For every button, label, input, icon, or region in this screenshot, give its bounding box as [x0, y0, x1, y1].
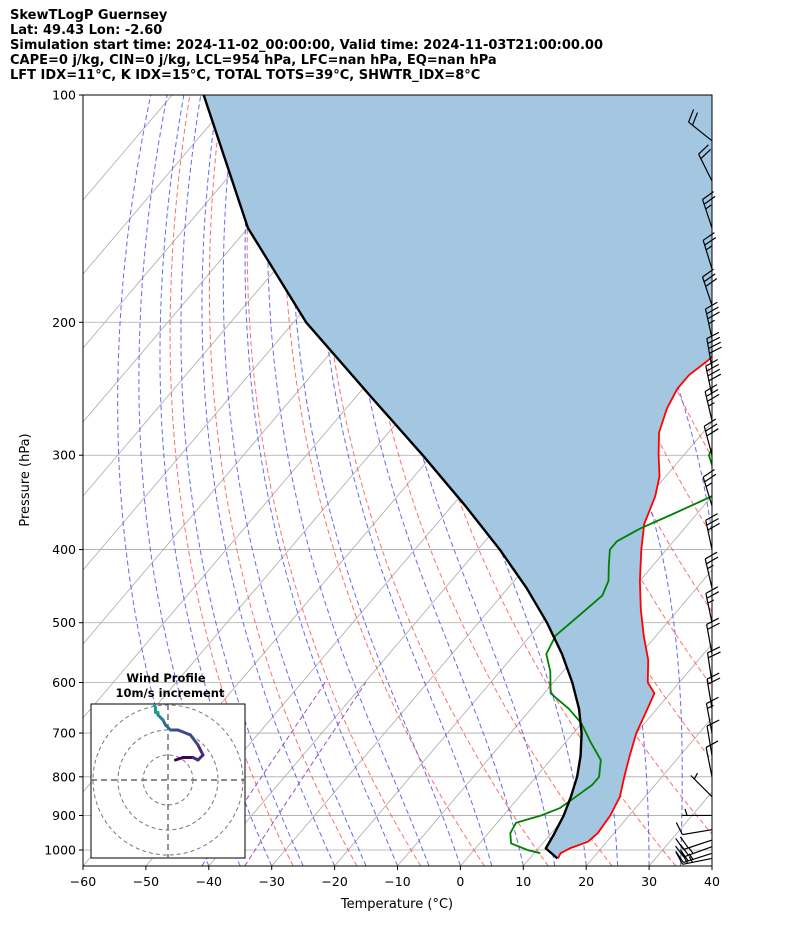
x-tick-label: 10 — [515, 874, 531, 889]
isotherm-line — [83, 95, 236, 275]
hodograph-trace — [196, 743, 205, 757]
mixing-ratio-line — [244, 682, 367, 866]
wind-barb — [705, 740, 719, 777]
axes: −60 −50 −40 −30 −20 −10 0 10 20 30 40 100 200 300 400 5… — [44, 88, 720, 890]
y-tick-label: 600 — [52, 675, 76, 690]
isotherm-line — [711, 865, 712, 866]
x-tick-label: −20 — [321, 874, 347, 889]
wind-barb — [705, 586, 720, 623]
wind-barb — [706, 617, 720, 655]
x-tick-label: 0 — [456, 874, 464, 889]
plot-area — [83, 95, 794, 866]
hodograph-trace — [131, 630, 136, 640]
dry-adiabat — [246, 95, 422, 866]
isotherm-line — [585, 717, 712, 866]
isotherm-line — [334, 421, 712, 866]
wind-barb — [690, 772, 713, 798]
wind-barb — [702, 468, 717, 506]
location-line: Lat: 49.43 Lon: -2.60 — [10, 23, 163, 38]
y-tick-label: 500 — [52, 615, 76, 630]
wind-barb — [701, 191, 716, 229]
x-tick-label: −30 — [259, 874, 285, 889]
x-tick-label: −10 — [384, 874, 410, 889]
wind-barb — [682, 808, 712, 817]
y-tick-label: 300 — [52, 448, 76, 463]
wind-barb — [704, 551, 719, 589]
x-tick-label: 30 — [641, 874, 657, 889]
wind-barb — [706, 719, 720, 756]
dry-adiabat — [283, 95, 485, 866]
y-axis-title: Pressure (hPa) — [18, 433, 33, 526]
y-tick-label: 900 — [52, 808, 76, 823]
wind-barb — [705, 358, 722, 396]
dry-adiabat — [482, 95, 712, 688]
dry-adiabat — [208, 95, 358, 866]
time-line: Simulation start time: 2024-11-02_00:00:… — [10, 38, 603, 53]
x-tick-label: 20 — [578, 874, 594, 889]
hodograph-trace — [136, 640, 139, 648]
hodograph-trace — [152, 704, 157, 709]
dry-adiabat — [384, 95, 677, 866]
wind-barbs — [675, 109, 722, 865]
wind-barb — [701, 268, 718, 306]
dry-adiabat — [580, 95, 712, 459]
stability-line: CAPE=0 j/kg, CIN=0 j/kg, LCL=954 hPa, LF… — [10, 53, 497, 68]
wind-barb — [706, 672, 721, 709]
y-tick-label: 1000 — [44, 843, 76, 858]
isotherm-line — [83, 95, 299, 349]
wind-barb — [705, 696, 719, 734]
y-tick-label: 200 — [52, 315, 76, 330]
hodograph-trace — [189, 733, 200, 747]
moist-adiabat — [316, 95, 493, 866]
y-tick-label: 100 — [52, 88, 76, 103]
dry-adiabat — [744, 95, 794, 866]
x-axis-title: Temperature (°C) — [340, 897, 453, 912]
chart-header: SkewTLogP Guernsey Lat: 49.43 Lon: -2.60… — [10, 8, 603, 83]
hodograph-trace — [176, 728, 192, 737]
parcel-profile-line — [202, 95, 583, 860]
moist-adiabat — [267, 95, 430, 866]
moist-adiabat — [159, 95, 273, 866]
wind-barb — [706, 646, 721, 683]
wind-barb — [702, 232, 717, 270]
y-tick-label: 800 — [52, 769, 76, 784]
wind-barb — [675, 836, 713, 851]
cin-shading — [203, 95, 712, 859]
index-line: LFT IDX=11°C, K IDX=15°C, TOTAL TOTS=39°… — [10, 68, 481, 83]
y-tick-label: 400 — [52, 542, 76, 557]
x-tick-label: −40 — [196, 874, 222, 889]
dry-adiabat — [776, 95, 794, 866]
hodograph-title: Wind Profile — [126, 671, 206, 685]
chart-title: SkewTLogP Guernsey — [10, 8, 168, 23]
wind-barb — [706, 331, 722, 369]
hodograph-trace — [141, 655, 144, 663]
wind-barb — [704, 301, 720, 339]
hodograph-inset: Wind Profile 10m/s increment — [90, 630, 246, 859]
isotherm-line — [460, 569, 712, 866]
y-tick-label: 700 — [52, 726, 76, 741]
dewpoint-profile-line — [509, 446, 712, 855]
wind-barb — [688, 109, 713, 142]
temperature-profile-line — [557, 355, 712, 859]
x-tick-label: 40 — [704, 874, 720, 889]
wind-barb — [675, 822, 713, 836]
dry-adiabat — [169, 95, 294, 866]
wind-barb — [705, 513, 720, 550]
moist-adiabat — [222, 95, 367, 866]
wind-barb — [698, 144, 713, 182]
moist-adiabat — [244, 95, 398, 866]
x-tick-label: −50 — [133, 874, 159, 889]
isotherm-line — [397, 495, 712, 866]
dry-adiabat — [710, 95, 712, 100]
moist-adiabat — [290, 95, 461, 866]
hodograph-subtitle: 10m/s increment — [116, 686, 225, 700]
moist-adiabat — [201, 95, 336, 866]
wind-barb — [703, 418, 719, 456]
moist-adiabat — [343, 95, 524, 866]
x-tick-label: −60 — [70, 874, 96, 889]
dry-adiabat — [318, 95, 549, 866]
